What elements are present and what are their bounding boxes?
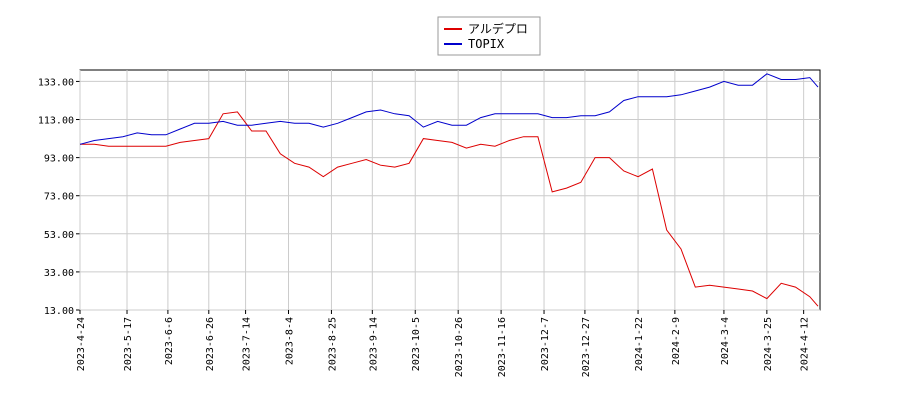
y-tick-label: 73.00 [44, 192, 74, 203]
y-tick-label: 113.00 [38, 116, 74, 127]
x-tick-label: 2023-4-24 [76, 317, 87, 371]
y-tick-label: 33.00 [44, 268, 74, 279]
y-tick-label: 133.00 [38, 77, 74, 88]
y-tick-label: 13.00 [44, 306, 74, 317]
x-tick-label: 2023-6-6 [164, 317, 175, 365]
x-tick-label: 2023-8-4 [285, 317, 296, 365]
x-tick-label: 2023-8-25 [327, 317, 338, 371]
y-tick-label: 53.00 [44, 230, 74, 241]
x-tick-label: 2023-6-26 [205, 317, 216, 371]
legend-label: TOPIX [468, 37, 505, 51]
series-line [79, 73, 819, 145]
x-tick-label: 2023-10-26 [454, 317, 465, 377]
x-tick-label: 2023-5-17 [123, 317, 134, 371]
x-tick-label: 2023-7-14 [242, 317, 253, 371]
x-tick-label: 2023-12-27 [581, 317, 592, 377]
plot-frame [79, 69, 821, 311]
x-tick-label: 2024-3-4 [720, 317, 731, 365]
x-tick-label: 2024-4-12 [800, 317, 811, 371]
x-tick-label: 2023-11-16 [497, 317, 508, 377]
x-tick-label: 2024-3-25 [763, 317, 774, 371]
x-tick-label: 2024-2-9 [671, 317, 682, 365]
legend-label: アルデプロ [468, 21, 528, 36]
y-tick-label: 93.00 [44, 154, 74, 165]
series-line [80, 111, 819, 307]
legend-box [437, 16, 541, 56]
x-tick-label: 2024-1-22 [634, 317, 645, 371]
x-tick-label: 2023-10-5 [411, 317, 422, 371]
x-tick-label: 2023-9-14 [368, 317, 379, 371]
x-tick-label: 2023-12-7 [540, 317, 551, 371]
